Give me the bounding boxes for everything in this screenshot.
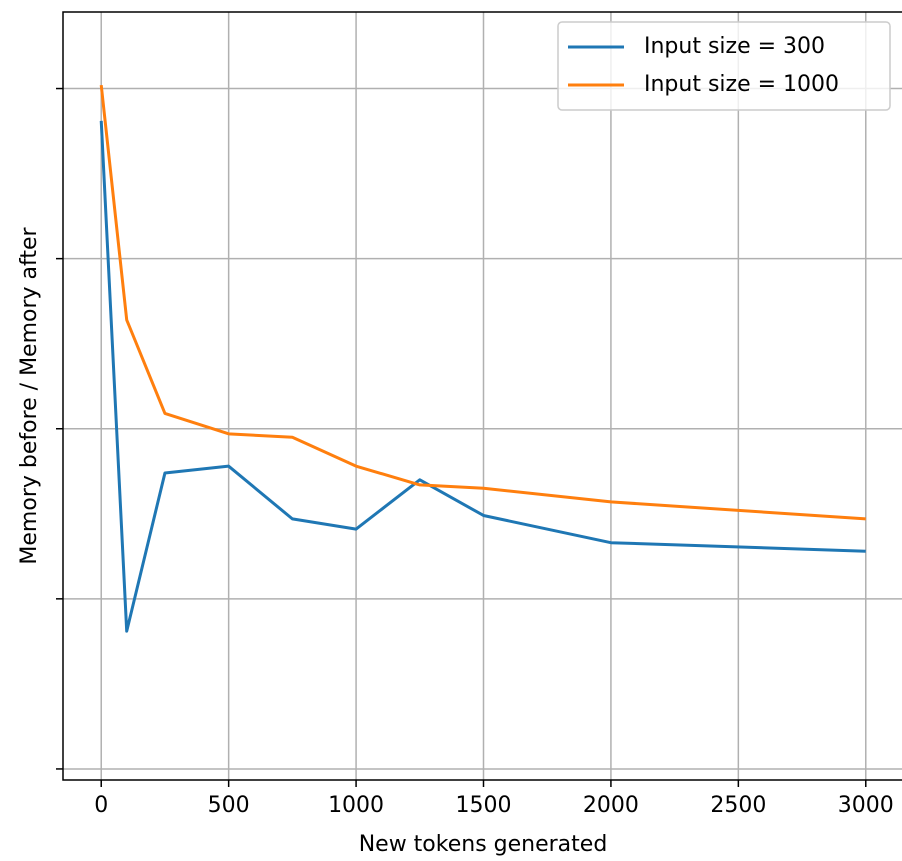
data-line xyxy=(99,120,866,633)
legend-label: Input size = 1000 xyxy=(644,72,839,97)
x-tick-label: 2500 xyxy=(710,793,766,818)
x-tick-label: 500 xyxy=(208,793,250,818)
legend-label: Input size = 300 xyxy=(644,34,825,59)
legend-box xyxy=(557,21,891,111)
x-tick-label: 3000 xyxy=(838,793,894,818)
data-line xyxy=(99,84,866,521)
x-tick-label: 2000 xyxy=(583,793,639,818)
plot-frame xyxy=(62,11,902,781)
x-tick-label: 1500 xyxy=(456,793,512,818)
x-tick-label: 0 xyxy=(94,793,108,818)
x-tick-label: 1000 xyxy=(328,793,384,818)
y-axis-label: Memory before / Memory after xyxy=(17,226,42,564)
x-axis-label: New tokens generated xyxy=(359,832,608,857)
